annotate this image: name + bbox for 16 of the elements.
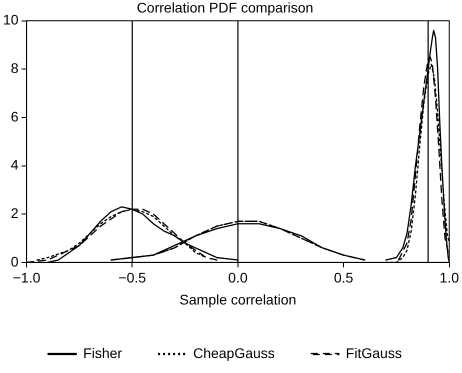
y-tick-label: 0 — [10, 253, 19, 270]
y-tick-label: 10 — [2, 12, 19, 28]
legend-label: CheapGauss — [193, 344, 275, 361]
x-tick-label: 0.0 — [228, 270, 248, 286]
y-tick-label: 8 — [10, 60, 19, 76]
x-tick-label: −0.5 — [118, 270, 146, 286]
x-tick-label: 1.0 — [440, 270, 460, 286]
chart-title: Correlation PDF comparison — [136, 0, 314, 16]
y-tick-label: 6 — [10, 108, 19, 124]
x-axis-title: Sample correlation — [180, 291, 296, 308]
legend-label: FitGauss — [346, 344, 402, 361]
y-tick-label: 4 — [10, 156, 19, 173]
x-tick-label: 0.5 — [334, 270, 354, 286]
x-tick-label: −1.0 — [12, 270, 41, 286]
y-tick-label: 2 — [10, 204, 19, 221]
legend-label: Fisher — [83, 344, 122, 361]
